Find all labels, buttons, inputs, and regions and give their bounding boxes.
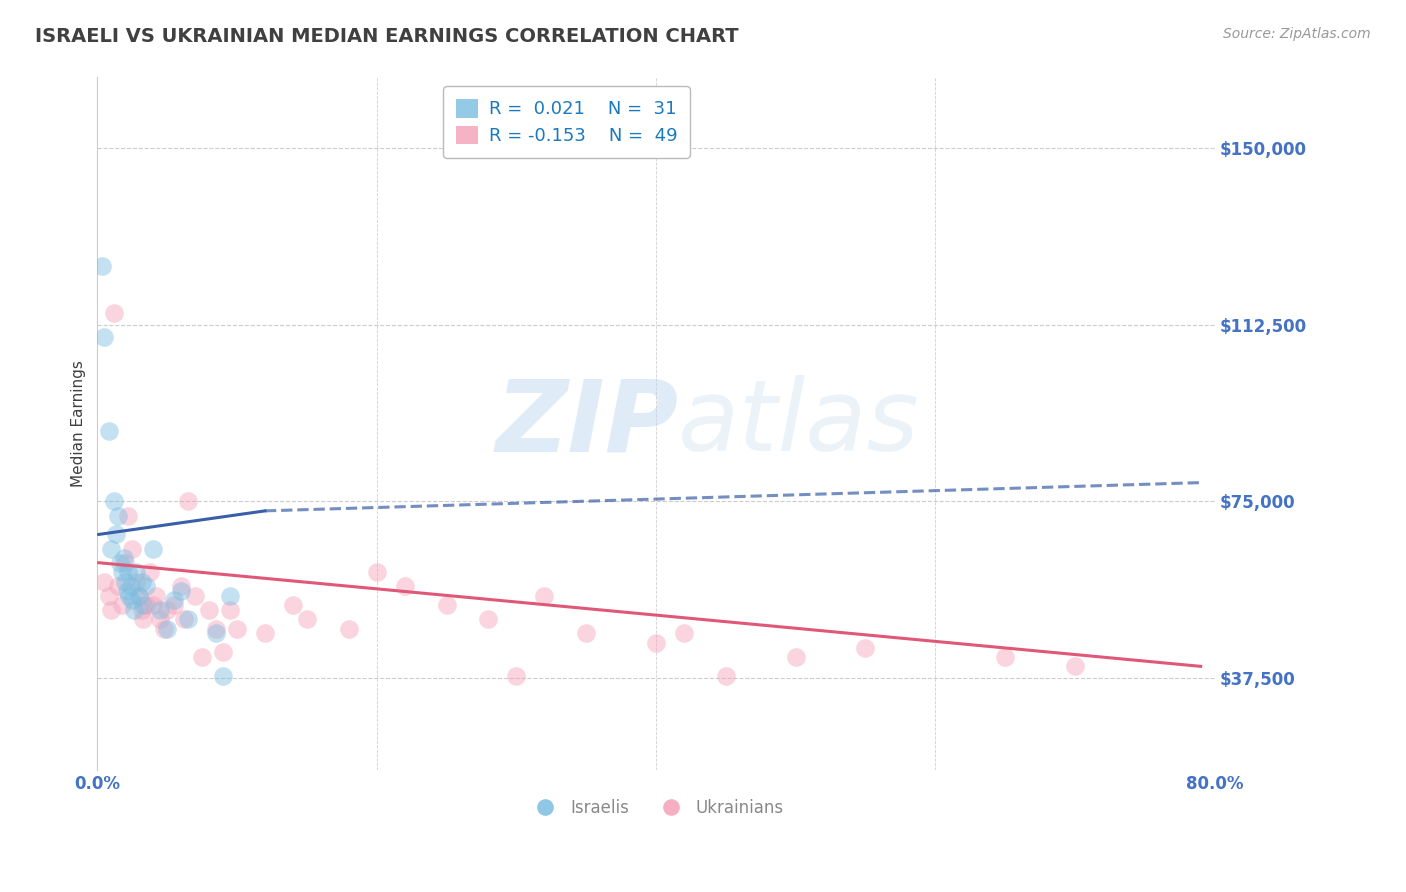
Point — [114, 556, 136, 570]
Point — [132, 598, 155, 612]
Point — [97, 589, 120, 603]
Point — [198, 603, 221, 617]
Point — [111, 565, 134, 579]
Point — [135, 579, 157, 593]
Text: atlas: atlas — [678, 376, 920, 472]
Point — [100, 603, 122, 617]
Point — [142, 598, 165, 612]
Point — [177, 612, 200, 626]
Point — [103, 494, 125, 508]
Point — [785, 649, 807, 664]
Point — [118, 589, 141, 603]
Point — [121, 541, 143, 556]
Text: ISRAELI VS UKRAINIAN MEDIAN EARNINGS CORRELATION CHART: ISRAELI VS UKRAINIAN MEDIAN EARNINGS COR… — [35, 27, 738, 45]
Point — [170, 579, 193, 593]
Point — [156, 603, 179, 617]
Point — [295, 612, 318, 626]
Point — [177, 494, 200, 508]
Point — [212, 669, 235, 683]
Point — [107, 508, 129, 523]
Y-axis label: Median Earnings: Median Earnings — [72, 360, 86, 487]
Point — [108, 556, 131, 570]
Point — [117, 508, 139, 523]
Point — [93, 574, 115, 589]
Point — [145, 589, 167, 603]
Point — [219, 603, 242, 617]
Legend: Israelis, Ukrainians: Israelis, Ukrainians — [522, 793, 790, 824]
Point — [191, 649, 214, 664]
Point — [163, 593, 186, 607]
Point — [281, 598, 304, 612]
Point — [132, 612, 155, 626]
Point — [505, 669, 527, 683]
Point — [128, 589, 150, 603]
Point — [135, 598, 157, 612]
Point — [173, 612, 195, 626]
Point — [125, 565, 148, 579]
Text: ZIP: ZIP — [495, 376, 678, 472]
Point — [219, 589, 242, 603]
Point — [114, 574, 136, 589]
Point — [149, 612, 172, 626]
Point — [112, 551, 135, 566]
Point — [855, 640, 877, 655]
Point — [142, 541, 165, 556]
Point — [93, 329, 115, 343]
Point — [111, 598, 134, 612]
Point — [477, 612, 499, 626]
Point — [714, 669, 737, 683]
Point — [394, 579, 416, 593]
Point — [121, 593, 143, 607]
Point — [131, 603, 153, 617]
Point — [131, 574, 153, 589]
Point — [205, 622, 228, 636]
Text: Source: ZipAtlas.com: Source: ZipAtlas.com — [1223, 27, 1371, 41]
Point — [156, 622, 179, 636]
Point — [163, 598, 186, 612]
Point — [337, 622, 360, 636]
Point — [184, 589, 207, 603]
Point — [90, 259, 112, 273]
Point — [128, 589, 150, 603]
Point — [117, 565, 139, 579]
Point — [153, 622, 176, 636]
Point — [139, 565, 162, 579]
Point — [149, 603, 172, 617]
Point — [125, 574, 148, 589]
Point — [103, 306, 125, 320]
Point — [212, 645, 235, 659]
Point — [533, 589, 555, 603]
Point — [122, 603, 145, 617]
Point — [366, 565, 388, 579]
Point — [100, 541, 122, 556]
Point — [107, 579, 129, 593]
Point — [645, 636, 668, 650]
Point — [226, 622, 249, 636]
Point — [672, 626, 695, 640]
Point — [253, 626, 276, 640]
Point — [205, 626, 228, 640]
Point — [994, 649, 1017, 664]
Point — [115, 584, 138, 599]
Point — [97, 424, 120, 438]
Point — [1064, 659, 1087, 673]
Point — [104, 527, 127, 541]
Point — [120, 579, 142, 593]
Point — [436, 598, 458, 612]
Point — [575, 626, 598, 640]
Point — [170, 584, 193, 599]
